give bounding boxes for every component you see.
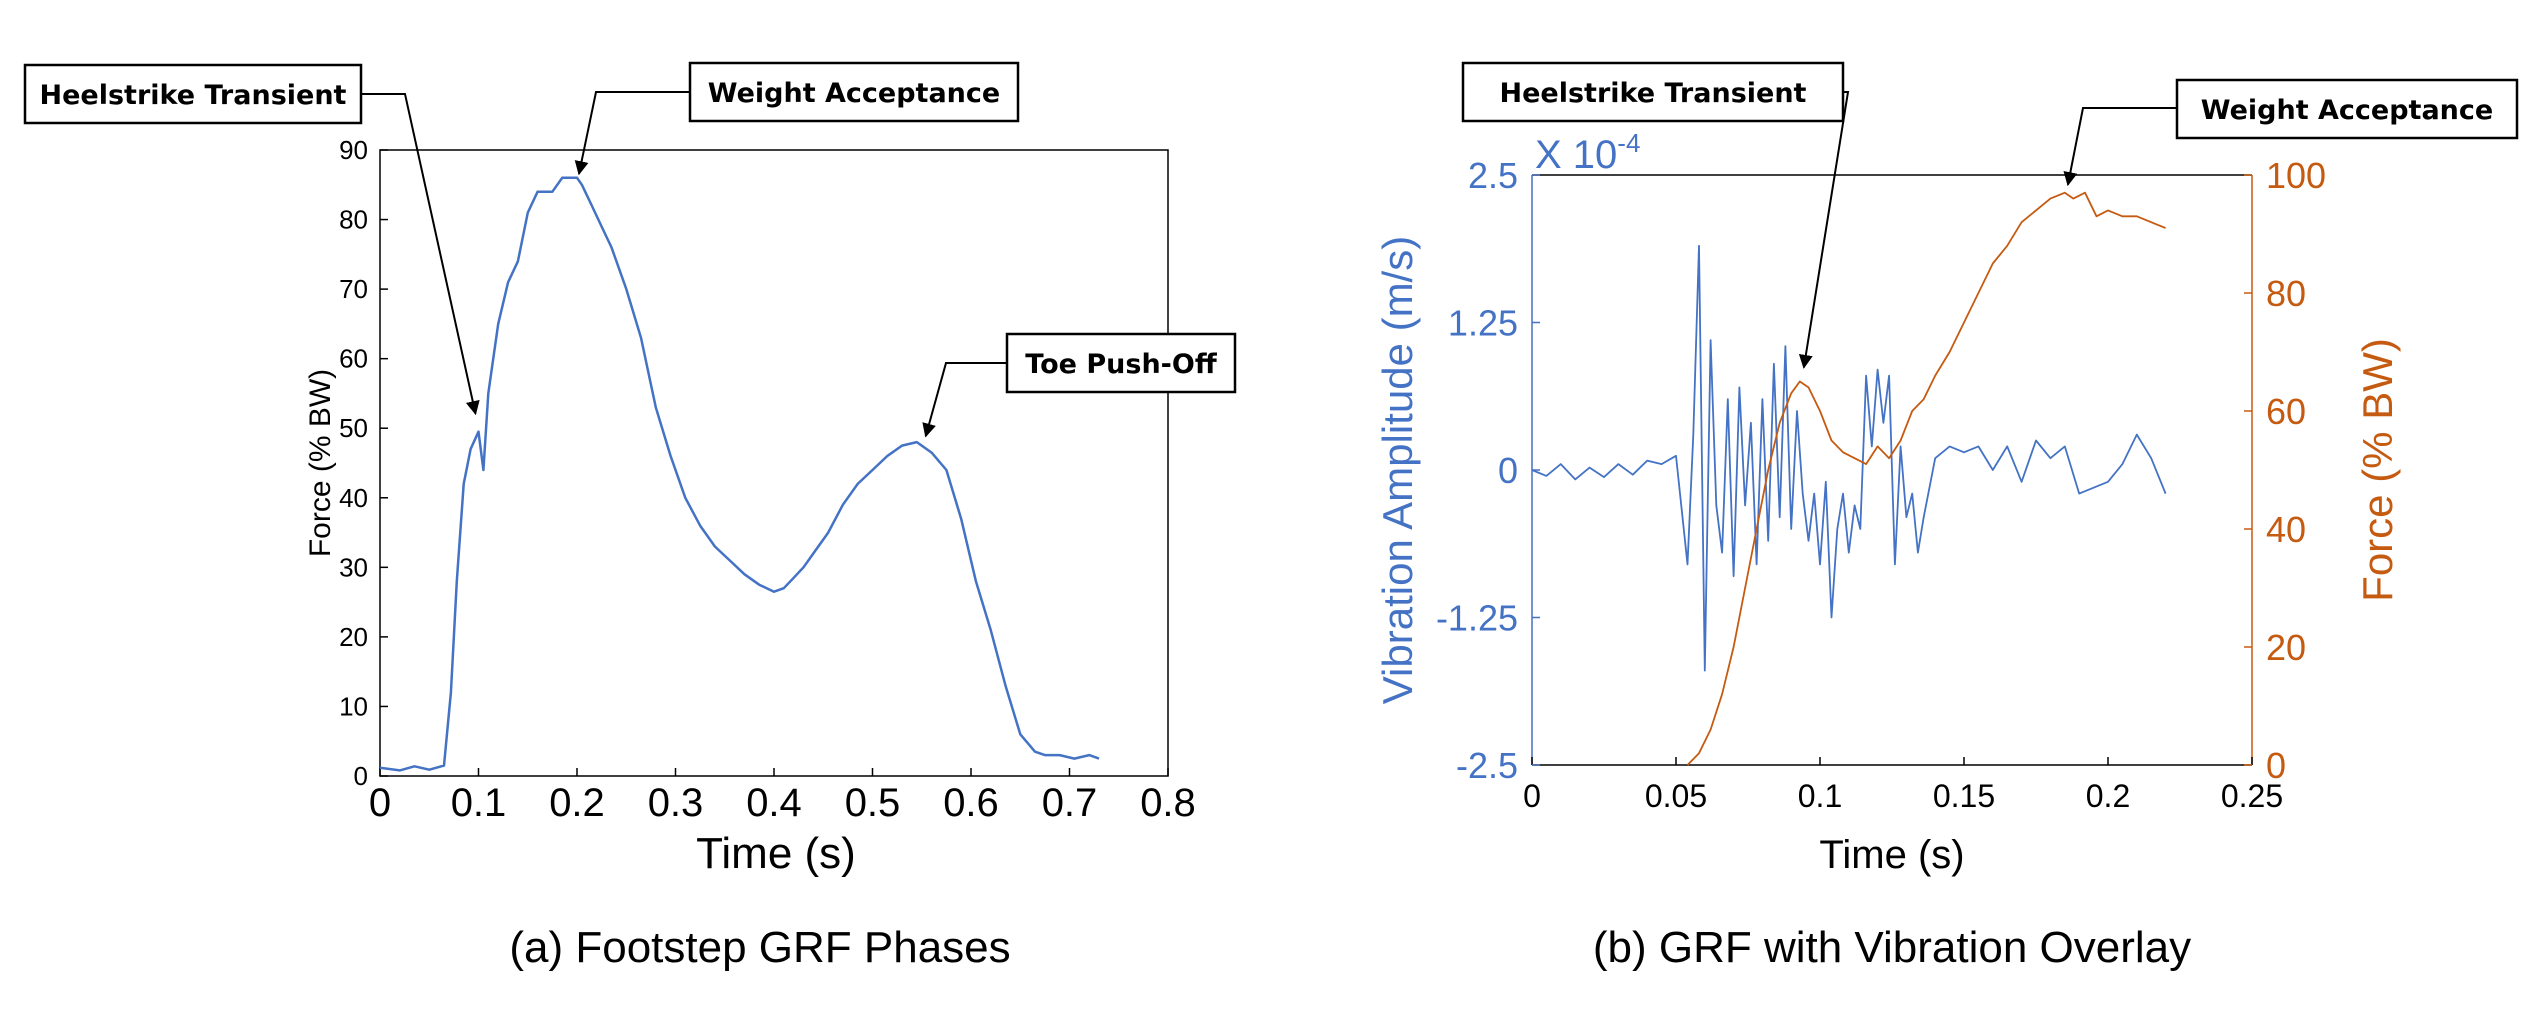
chart-a-x-tick-label: 0.8 bbox=[1140, 781, 1196, 825]
chart-a-y-tick-label: 20 bbox=[339, 622, 368, 652]
chart-a-x-tick-label: 0.7 bbox=[1042, 781, 1098, 825]
chart-a-x-tick-label: 0.6 bbox=[943, 781, 999, 825]
chart-b-right-tick-label: 20 bbox=[2266, 627, 2306, 668]
chart-a-x-tick-label: 0.4 bbox=[746, 781, 802, 825]
chart-a-callout-label: Heelstrike Transient bbox=[40, 80, 347, 111]
chart-a-y-tick-label: 0 bbox=[354, 761, 368, 791]
chart-a: 0 0.1 0.2 0.3 0.4 0.5 0.6 0.7 0.8 0 10 20 30 40 50 60 7… bbox=[23, 61, 1237, 972]
chart-a-y-axis-label: Force (% BW) bbox=[304, 369, 337, 557]
chart-b-right-tick-label: 100 bbox=[2266, 155, 2326, 196]
chart-a-y-tick-label: 40 bbox=[339, 483, 368, 513]
chart-b-right-tick-label: 40 bbox=[2266, 509, 2306, 550]
chart-b-left-y-ticks: -2.5 -1.25 0 1.25 2.5 bbox=[1436, 155, 1540, 786]
chart-b-x-tick-label: 0.1 bbox=[1798, 778, 1842, 814]
chart-a-plot-frame bbox=[379, 149, 1169, 777]
chart-b-x-ticks: 0 0.05 0.1 0.15 0.2 0.25 bbox=[1523, 757, 2283, 814]
chart-a-x-tick-label: 0.2 bbox=[549, 781, 605, 825]
chart-b-right-y-axis-label: Force (% BW) bbox=[2354, 338, 2401, 602]
chart-a-y-tick-label: 50 bbox=[339, 413, 368, 443]
chart-a-callout-box bbox=[23, 63, 363, 125]
chart-a-y-tick-label: 10 bbox=[339, 691, 368, 721]
chart-b-left-tick-label: 2.5 bbox=[1468, 155, 1518, 196]
chart-a-x-axis-label: Time (s) bbox=[696, 829, 856, 878]
chart-b-right-y-ticks: 0 20 40 60 80 100 bbox=[2244, 155, 2326, 786]
chart-b-annotations: Heelstrike Transient Weight Acceptance bbox=[1461, 61, 2519, 369]
chart-b-left-tick-label: 0 bbox=[1498, 450, 1518, 491]
chart-b-right-tick-label: 0 bbox=[2266, 745, 2286, 786]
chart-b-vibration-line bbox=[1531, 244, 2167, 672]
chart-a-y-tick-label: 60 bbox=[339, 344, 368, 374]
chart-b-x-axis-label: Time (s) bbox=[1819, 833, 1964, 877]
chart-a-x-tick-label: 0 bbox=[369, 781, 391, 825]
chart-b-exponent-power: -4 bbox=[1617, 128, 1640, 158]
chart-b-callout-box bbox=[1461, 61, 1845, 123]
chart-a-x-tick-label: 0.3 bbox=[648, 781, 704, 825]
chart-a-y-tick-label: 80 bbox=[339, 205, 368, 235]
chart-a-y-tick-label: 70 bbox=[339, 274, 368, 304]
chart-b-series bbox=[1531, 191, 2167, 766]
chart-a-series bbox=[379, 176, 1100, 772]
chart-a-callout-arrow bbox=[574, 91, 690, 176]
chart-a-callout-arrow bbox=[922, 362, 1007, 438]
chart-b-x-tick-label: 0.05 bbox=[1645, 778, 1707, 814]
chart-b-callout-label: Heelstrike Transient bbox=[1500, 78, 1807, 109]
chart-b-exponent-label: X 10-4 bbox=[1535, 128, 1640, 177]
chart-b-callout-label: Weight Acceptance bbox=[2201, 95, 2493, 126]
chart-b-right-tick-label: 80 bbox=[2266, 273, 2306, 314]
chart-a-x-ticks: 0 0.1 0.2 0.3 0.4 0.5 0.6 0.7 0.8 bbox=[369, 768, 1196, 825]
chart-b-left-tick-label: 1.25 bbox=[1448, 303, 1518, 344]
chart-a-y-tick-label: 30 bbox=[339, 552, 368, 582]
chart-b-x-tick-label: 0 bbox=[1523, 778, 1541, 814]
chart-a-x-tick-label: 0.5 bbox=[845, 781, 901, 825]
chart-b-x-tick-label: 0.2 bbox=[2086, 778, 2130, 814]
chart-b-callout-arrow bbox=[2063, 107, 2177, 187]
chart-a-callout-box bbox=[1005, 332, 1237, 394]
chart-b-exponent-base: X 10 bbox=[1535, 133, 1617, 177]
chart-a-y-tick-label: 90 bbox=[339, 135, 368, 165]
chart-b-callout-box bbox=[2175, 78, 2519, 140]
chart-b-left-tick-label: -1.25 bbox=[1436, 598, 1518, 639]
chart-b-left-y-axis-label: Vibration Amplitude (m/s) bbox=[1374, 236, 1421, 704]
chart-b-x-tick-label: 0.15 bbox=[1933, 778, 1995, 814]
chart-b-callout-arrow bbox=[1798, 91, 1850, 369]
chart-a-caption: (a) Footstep GRF Phases bbox=[509, 923, 1010, 972]
chart-b-caption: (b) GRF with Vibration Overlay bbox=[1593, 923, 2191, 972]
chart-a-x-tick-label: 0.1 bbox=[451, 781, 507, 825]
chart-a-callout-box bbox=[688, 61, 1020, 123]
chart-b-right-tick-label: 60 bbox=[2266, 391, 2306, 432]
chart-b-x-tick-label: 0.25 bbox=[2221, 778, 2283, 814]
chart-a-callout-label: Weight Acceptance bbox=[708, 78, 1000, 109]
chart-b: 0 0.05 0.1 0.15 0.2 0.25 -2.5 -1.25 0 1.25 2.5 0 2… bbox=[1374, 61, 2519, 972]
chart-b-left-tick-label: -2.5 bbox=[1456, 745, 1518, 786]
chart-a-callout-arrow bbox=[361, 93, 480, 416]
chart-b-force-line bbox=[1686, 191, 2166, 766]
chart-a-annotations: Heelstrike Transient Weight Acceptance Toe… bbox=[23, 61, 1237, 438]
chart-a-force-line bbox=[379, 176, 1100, 772]
chart-a-y-ticks: 0 10 20 30 40 50 60 70 80 90 bbox=[339, 135, 388, 791]
chart-a-callout-label: Toe Push-Off bbox=[1025, 349, 1218, 380]
